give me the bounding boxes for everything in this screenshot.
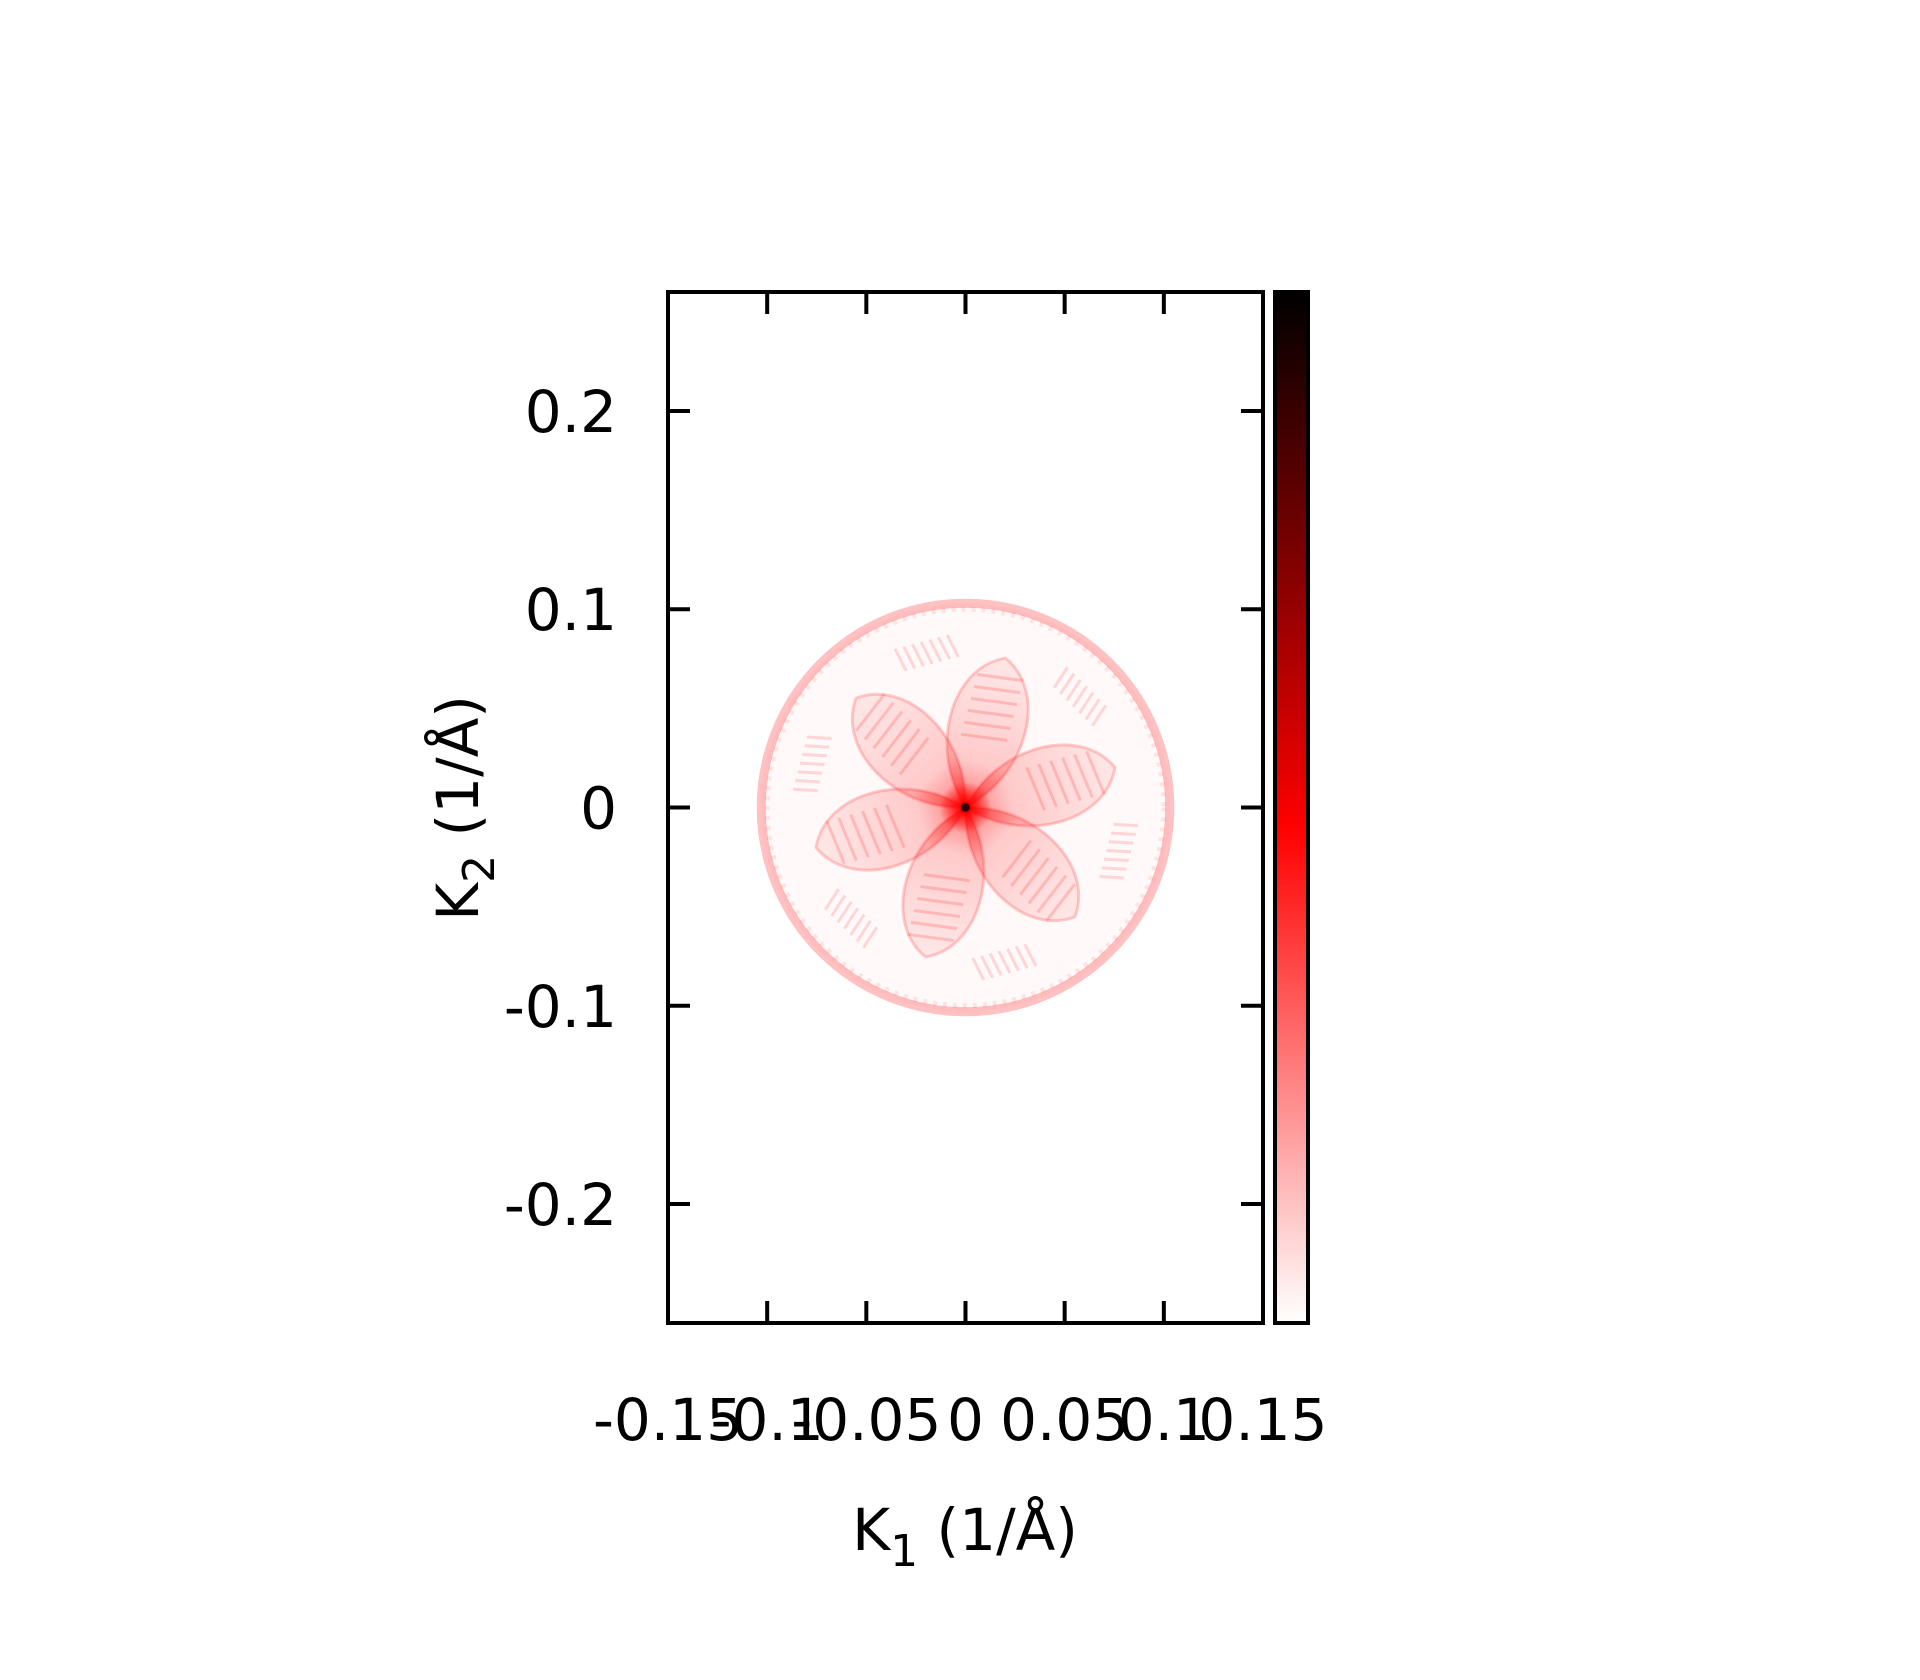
heatmap-peak [961, 803, 970, 812]
x-axis-tick-labels: -0.15-0.1-0.05 0 0.050.10.15 [593, 1386, 1328, 1454]
heatmap-rim-stripes [792, 735, 832, 793]
heatmap-rim-stripes [1099, 822, 1139, 880]
x-tick-label: 0.05 [1000, 1386, 1129, 1454]
heatmap-petal [963, 805, 1081, 923]
y-tick-label: 0.1 [525, 576, 617, 644]
heatmap-ring-inner [764, 606, 1167, 1009]
y-axis-label-unit: (1/Å) [423, 695, 492, 855]
x-tick-label: 0.15 [1198, 1386, 1327, 1454]
y-axis-tick-labels: -0.2 -0.1 0 0.1 0.2 [504, 378, 617, 1239]
colorbar [1273, 290, 1310, 1325]
y-axis-label: K2 (1/Å) [423, 695, 505, 921]
y-axis-ticks [668, 408, 1263, 1207]
y-axis-label-subscript: 2 [454, 855, 505, 883]
plot-frame [666, 290, 1265, 1325]
heatmap-ring [756, 598, 1175, 1017]
heatmap-rim-stripes [893, 634, 960, 672]
heatmap-rim-stripes [1052, 666, 1108, 727]
x-tick-label: -0.15 [593, 1386, 743, 1454]
x-axis-label-main: K [852, 1496, 892, 1564]
y-axis-label-main: K [424, 881, 492, 921]
x-tick-label: 0 [947, 1386, 984, 1454]
y-tick-label: -0.1 [504, 973, 617, 1041]
x-axis-label: K1 (1/Å) [852, 1495, 1078, 1577]
x-tick-label: 0.1 [1118, 1386, 1210, 1454]
x-tick-label: -0.05 [791, 1386, 941, 1454]
y-tick-label: -0.2 [504, 1171, 617, 1239]
heatmap-pattern [756, 598, 1175, 1017]
y-tick-label: 0.2 [525, 378, 617, 446]
heatmap-petal [850, 692, 968, 810]
x-axis-label-subscript: 1 [890, 1526, 918, 1577]
heatmap-rim-stripes [823, 888, 879, 949]
x-tick-label: -0.1 [711, 1386, 824, 1454]
heatmap-rim-stripes [971, 943, 1038, 981]
y-tick-label: 0 [580, 775, 617, 843]
x-axis-label-unit: (1/Å) [918, 1495, 1078, 1564]
